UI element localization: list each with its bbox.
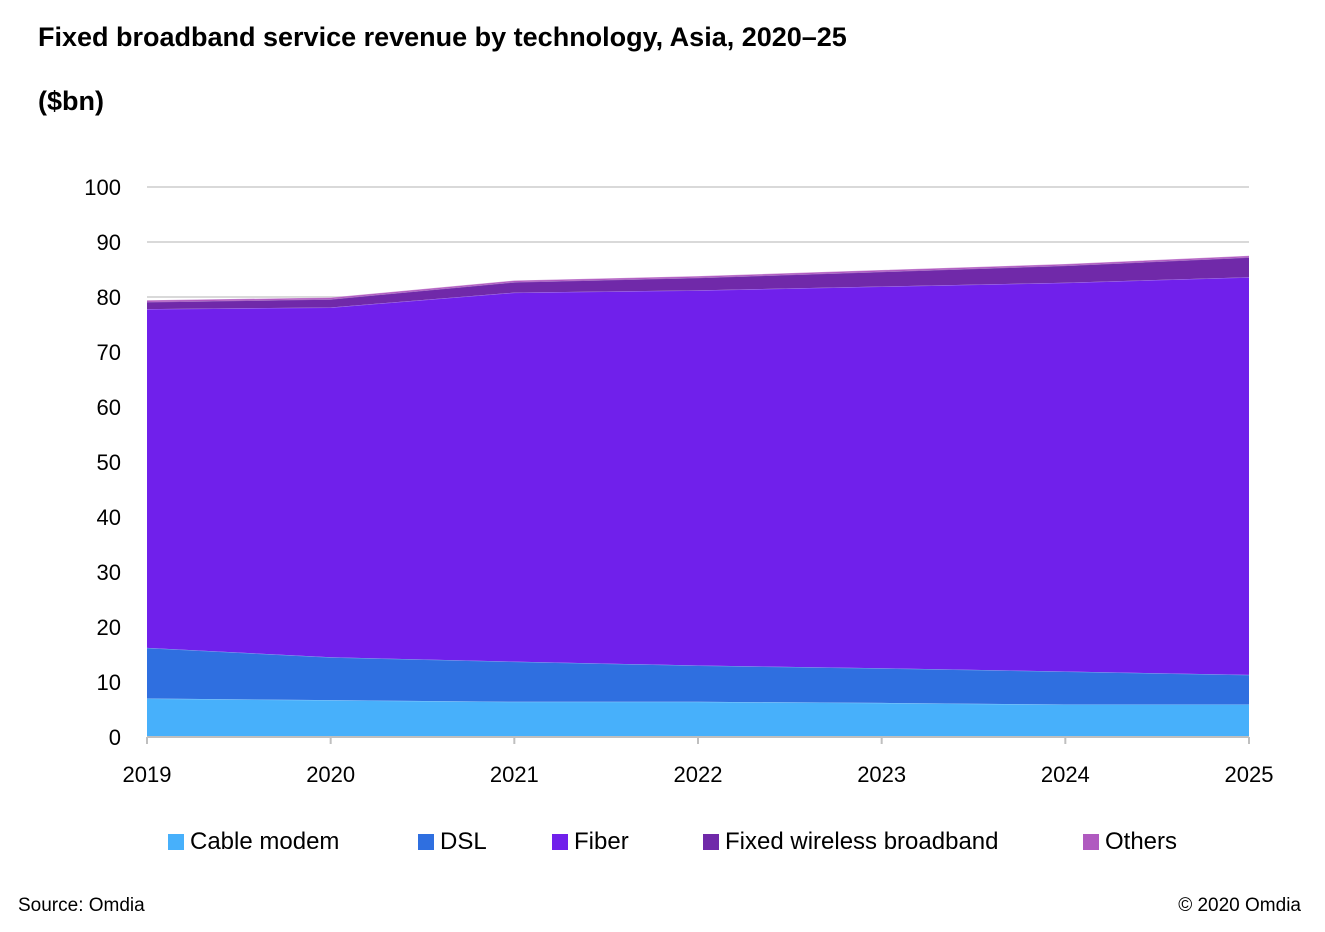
legend-label-dsl: DSL [440, 828, 487, 855]
y-tick-label-20: 20 [97, 615, 121, 640]
legend-swatch-cable-modem [168, 834, 184, 850]
legend-item-fixed-wireless-broadband[interactable]: Fixed wireless broadband [703, 828, 998, 856]
area-fiber[interactable] [147, 277, 1249, 675]
y-tick-label-50: 50 [97, 450, 121, 475]
area-fixed-wireless-broadband[interactable] [147, 257, 1249, 310]
area-edge-others [146, 255, 1250, 301]
legend-swatch-fiber [552, 834, 568, 850]
legend-label-cable-modem: Cable modem [190, 828, 340, 855]
y-tick-label-0: 0 [109, 725, 121, 750]
legend-label-fiber: Fiber [574, 828, 629, 855]
x-tick-label-2020: 2020 [306, 762, 355, 787]
legend-item-cable-modem[interactable]: Cable modem [168, 828, 339, 856]
source-note: Source: Omdia [18, 895, 145, 916]
y-tick-label-60: 60 [97, 395, 121, 420]
legend-swatch-others [1083, 834, 1099, 850]
chart-title: Fixed broadband service revenue by techn… [38, 22, 847, 52]
y-tick-label-40: 40 [97, 505, 121, 530]
legend: Cable modem DSL Fiber Fixed wireless bro… [0, 828, 1325, 862]
y-tick-label-80: 80 [97, 285, 121, 310]
x-tick-label-2025: 2025 [1225, 762, 1274, 787]
legend-item-fiber[interactable]: Fiber [552, 828, 629, 856]
legend-swatch-dsl [418, 834, 434, 850]
x-tick-label-2023: 2023 [857, 762, 906, 787]
legend-label-others: Others [1105, 828, 1178, 855]
y-tick-label-30: 30 [97, 560, 121, 585]
legend-item-others[interactable]: Others [1083, 828, 1177, 856]
area-dsl[interactable] [147, 647, 1249, 705]
legend-swatch-fixed-wireless-broadband [703, 834, 719, 850]
area-others[interactable] [147, 255, 1249, 302]
x-tick-label-2021: 2021 [490, 762, 539, 787]
legend-item-dsl[interactable]: DSL [418, 828, 487, 856]
legend-label-fixed-wireless-broadband: Fixed wireless broadband [725, 828, 999, 855]
y-tick-label-90: 90 [97, 230, 121, 255]
x-tick-label-2024: 2024 [1041, 762, 1090, 787]
y-tick-label-100: 100 [84, 175, 121, 200]
area-series [146, 255, 1250, 738]
stacked-area-chart: 0 10 20 30 40 50 60 70 80 90 100 2019 2020 2021 2022 20… [84, 175, 1273, 787]
x-tick-label-2022: 2022 [674, 762, 723, 787]
y-tick-label-70: 70 [97, 340, 121, 365]
area-cable-modem[interactable] [147, 698, 1249, 738]
y-tick-label-10: 10 [97, 670, 121, 695]
chart-subtitle: ($bn) [38, 86, 104, 116]
x-tick-label-2019: 2019 [123, 762, 172, 787]
axes: 0 10 20 30 40 50 60 70 80 90 100 2019 2020 2021 2022 20… [84, 175, 1273, 787]
copyright-note: © 2020 Omdia [1178, 895, 1301, 916]
